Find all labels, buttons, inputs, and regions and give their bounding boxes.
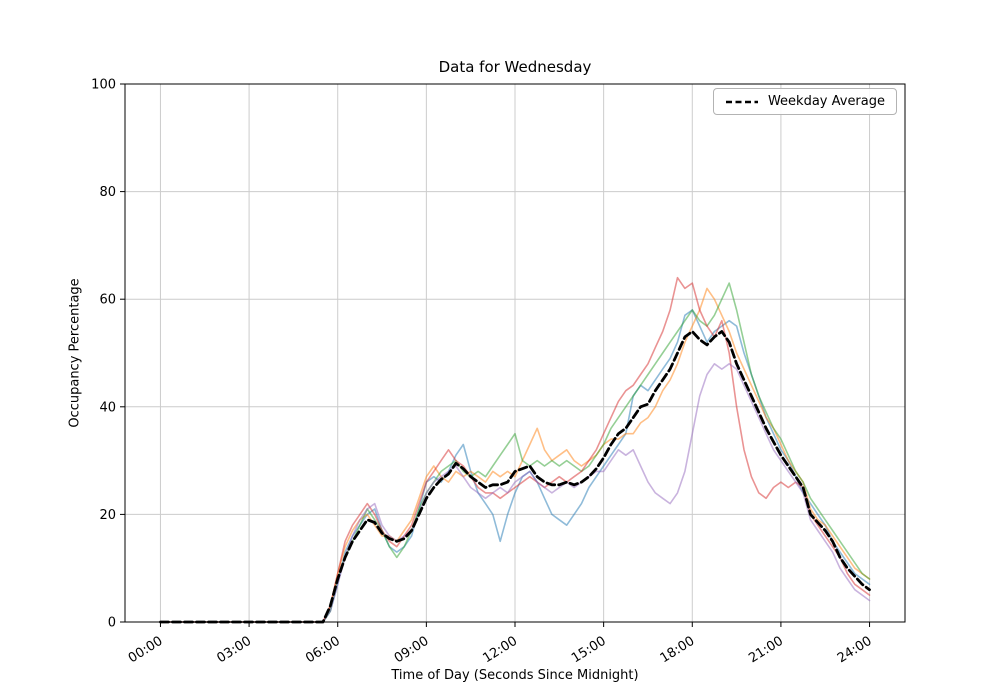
svg-text:60: 60 (99, 293, 116, 308)
svg-text:100: 100 (91, 78, 116, 93)
chart-title: Data for Wednesday (438, 58, 592, 76)
svg-text:40: 40 (99, 400, 116, 415)
svg-text:06:00: 06:00 (303, 634, 343, 667)
svg-text:80: 80 (99, 185, 116, 200)
legend: Weekday Average (712, 88, 897, 115)
svg-text:00:00: 00:00 (126, 634, 166, 667)
svg-text:24:00: 24:00 (835, 634, 875, 667)
svg-text:09:00: 09:00 (392, 634, 432, 667)
svg-text:15:00: 15:00 (569, 634, 609, 667)
svg-text:21:00: 21:00 (746, 634, 786, 667)
svg-text:20: 20 (99, 508, 116, 523)
legend-label: Weekday Average (767, 94, 885, 109)
svg-text:0: 0 (108, 616, 116, 631)
x-axis-label: Time of Day (Seconds Since Midnight) (391, 668, 639, 683)
y-axis-label: Occupancy Percentage (67, 278, 83, 428)
svg-text:03:00: 03:00 (214, 634, 254, 667)
dashed-line-swatch (725, 100, 758, 103)
svg-text:12:00: 12:00 (480, 634, 520, 667)
svg-text:18:00: 18:00 (658, 634, 698, 667)
